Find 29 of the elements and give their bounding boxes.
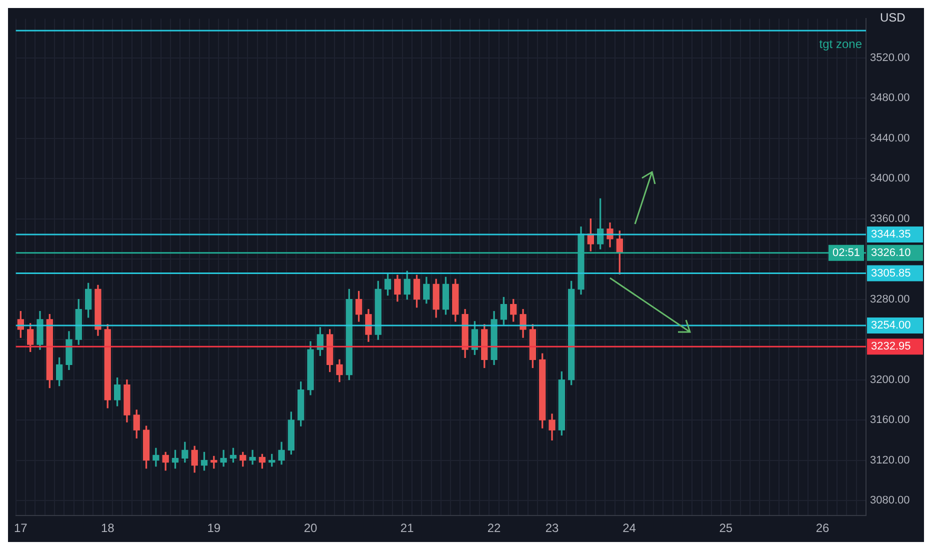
y-tick-label: 3120.00	[870, 454, 910, 466]
y-tick-label: 3480.00	[870, 92, 910, 104]
x-tick-label: 20	[304, 521, 318, 536]
y-tick-label: 3400.00	[870, 172, 910, 185]
annotation: 02:51	[832, 246, 860, 259]
x-tick-label: 24	[622, 521, 636, 536]
x-tick-label: 25	[719, 521, 733, 536]
y-tick-label: 3080.00	[870, 494, 910, 507]
x-tick-label: 18	[100, 521, 115, 536]
ref-line-label: 3232.95	[871, 340, 911, 353]
ref-line-label: 3326.10	[871, 246, 911, 259]
y-tick-label: 3520.00	[870, 52, 910, 64]
x-tick-label: 19	[207, 521, 221, 536]
y-tick-label: 3440.00	[870, 132, 910, 144]
x-tick-label: 21	[400, 521, 414, 536]
y-tick-label: 3360.00	[870, 212, 910, 225]
x-tick-label: 26	[816, 521, 830, 536]
y-tick-label: 3280.00	[870, 293, 910, 306]
x-tick-label: 22	[487, 521, 502, 536]
ref-line-label: 3254.00	[871, 319, 911, 332]
ref-line-label: 3344.35	[871, 228, 911, 241]
annotation: tgt zone	[819, 36, 862, 51]
ref-line-label: 3305.85	[871, 267, 911, 280]
x-tick-label: 17	[14, 521, 28, 536]
text: USD	[880, 10, 906, 24]
candlestick	[249, 450, 256, 465]
x-tick-label: 23	[545, 521, 560, 536]
y-tick-label: 3200.00	[870, 374, 910, 386]
y-tick-label: 3160.00	[870, 414, 910, 426]
